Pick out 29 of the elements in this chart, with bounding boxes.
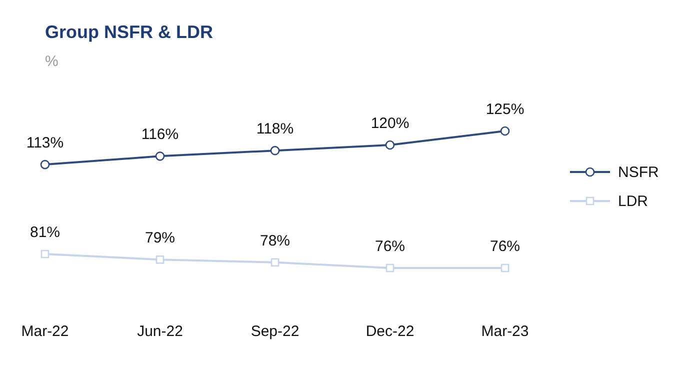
x-tick-label: Jun-22 bbox=[137, 323, 183, 340]
data-label: 81% bbox=[30, 224, 60, 242]
x-tick-label: Mar-23 bbox=[481, 323, 529, 340]
point bbox=[40, 250, 50, 258]
point bbox=[386, 264, 394, 272]
chart-subtitle: % bbox=[45, 53, 58, 70]
data-label: 76% bbox=[490, 238, 520, 255]
data-label: 78% bbox=[260, 232, 290, 250]
point bbox=[270, 258, 280, 267]
point bbox=[500, 126, 510, 136]
data-label: 118% bbox=[256, 120, 294, 138]
point bbox=[385, 140, 395, 150]
data-label: 113% bbox=[26, 134, 64, 152]
x-tick-label: Mar-22 bbox=[21, 323, 69, 340]
chart-title: Group NSFR & LDR bbox=[45, 22, 213, 42]
point bbox=[500, 264, 510, 272]
legend-label: NSFR bbox=[618, 164, 659, 181]
data-label: 125% bbox=[486, 101, 524, 118]
data-label: 76% bbox=[374, 238, 406, 255]
legend-label: LDR bbox=[618, 193, 648, 210]
x-tick-label: Dec-22 bbox=[366, 323, 414, 340]
point bbox=[270, 146, 280, 156]
data-label: 116% bbox=[141, 126, 179, 144]
data-label: 120% bbox=[370, 114, 410, 132]
point bbox=[155, 152, 165, 161]
point bbox=[40, 160, 50, 170]
point bbox=[156, 255, 164, 264]
x-tick-label: Sep-22 bbox=[250, 323, 300, 340]
data-label: 79% bbox=[144, 230, 176, 247]
